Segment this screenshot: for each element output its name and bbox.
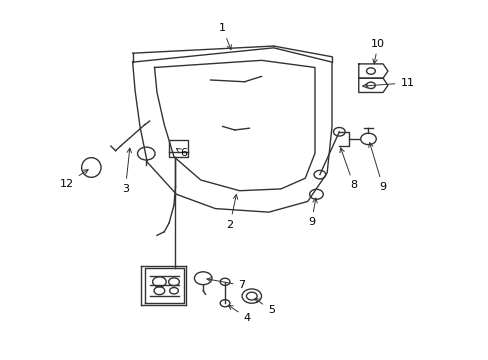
Text: 3: 3	[122, 148, 131, 194]
Text: 11: 11	[362, 78, 413, 88]
Text: 8: 8	[339, 148, 357, 190]
Text: 7: 7	[206, 278, 245, 291]
Text: 2: 2	[226, 194, 237, 230]
Text: 4: 4	[228, 305, 250, 323]
Text: 9: 9	[368, 143, 386, 192]
Text: 5: 5	[254, 298, 274, 315]
Text: 10: 10	[370, 39, 385, 64]
Text: 12: 12	[60, 170, 88, 189]
Bar	[169, 140, 187, 157]
Text: 6: 6	[176, 148, 187, 158]
Text: 1: 1	[219, 23, 231, 50]
Text: 9: 9	[307, 198, 317, 227]
